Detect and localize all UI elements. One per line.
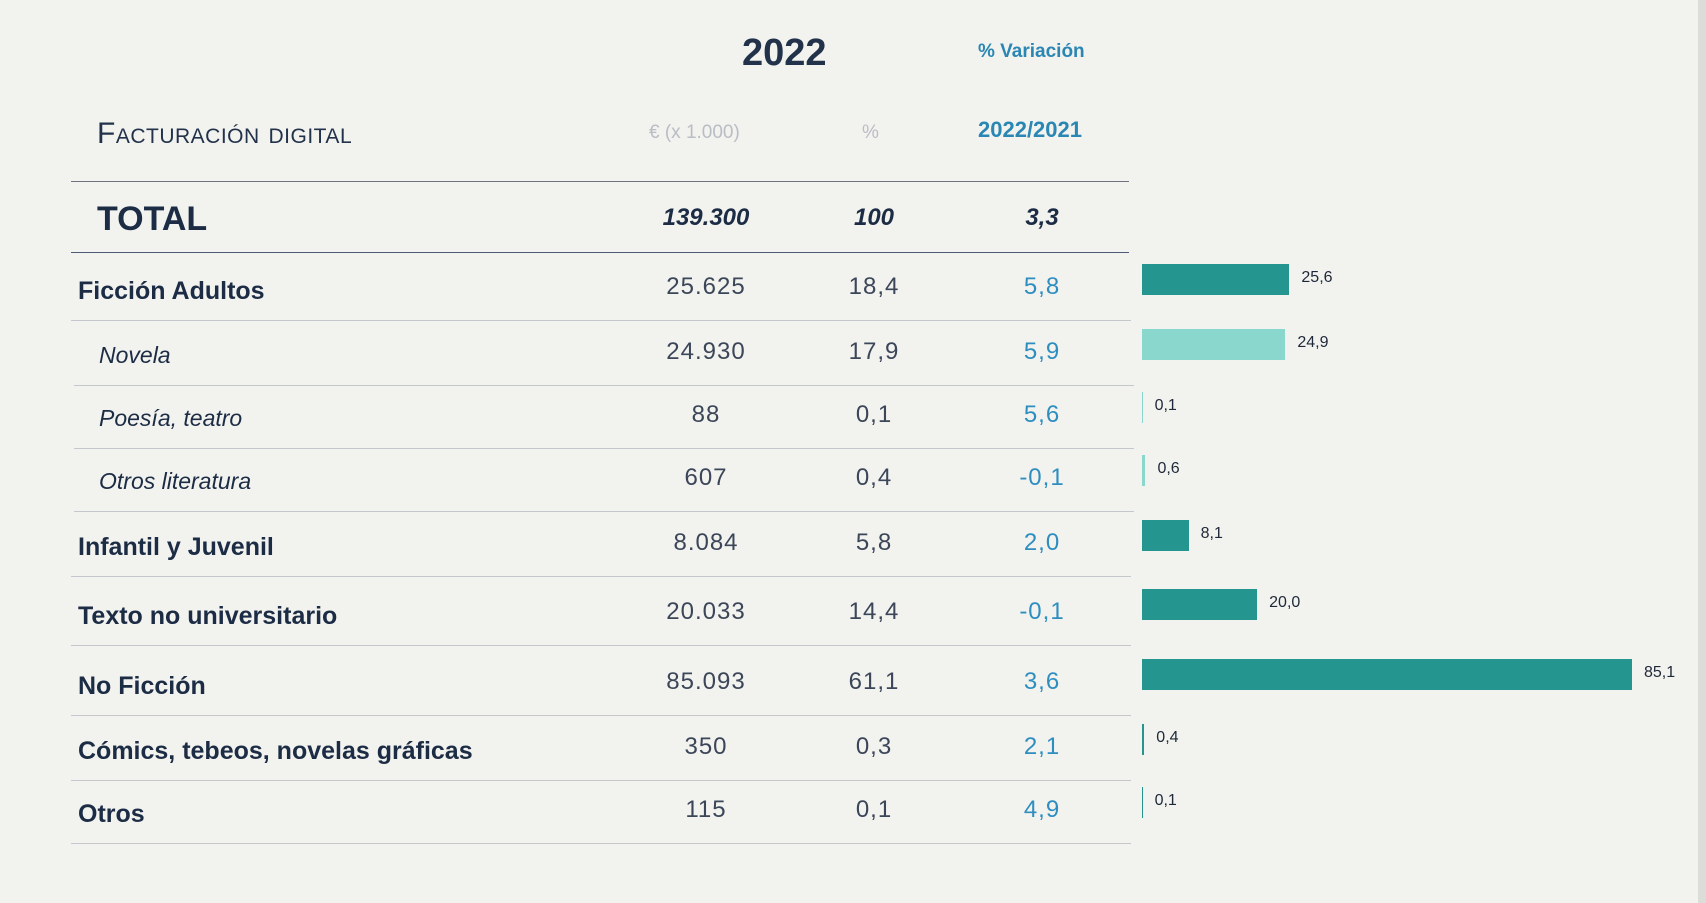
row-var: -0,1: [1019, 464, 1065, 491]
bar-value-label: 8,1: [1200, 525, 1223, 542]
row-var: 5,6: [1023, 401, 1061, 428]
row-label: No Ficción: [78, 672, 206, 700]
row-var: 4,9: [1023, 796, 1061, 823]
row-eur: 85.093: [666, 668, 746, 695]
row-divider: [71, 645, 1131, 646]
row-var: 2,1: [1023, 733, 1061, 760]
row-eur: 607: [684, 464, 728, 491]
row-divider: [71, 715, 1131, 716]
total-eur: 139.300: [662, 204, 750, 231]
total-label: TOTAL: [97, 200, 208, 238]
bar: [1142, 264, 1290, 295]
page-edge: [1698, 0, 1706, 903]
bar-value-label: 0,4: [1156, 729, 1179, 746]
row-divider: [74, 385, 1134, 386]
row-label: Infantil y Juvenil: [78, 533, 274, 561]
row-eur: 115: [685, 796, 727, 823]
row-pct: 14,4: [848, 598, 900, 625]
row-var: -0,1: [1019, 598, 1065, 625]
total-pct: 100: [853, 204, 895, 231]
row-pct: 17,9: [848, 338, 900, 365]
bar-value-label: 25,6: [1301, 269, 1333, 286]
bar: [1142, 520, 1189, 551]
row-divider: [71, 320, 1131, 321]
row-eur: 24.930: [666, 338, 746, 365]
row-label: Otros: [78, 800, 145, 828]
total-var: 3,3: [1025, 204, 1059, 231]
bar: [1142, 329, 1286, 360]
bar: [1142, 589, 1258, 620]
header-rule: [71, 181, 1129, 182]
bar-value-label: 85,1: [1644, 664, 1676, 681]
bar-value-label: 24,9: [1297, 334, 1329, 351]
bar: [1142, 724, 1145, 755]
row-label: Ficción Adultos: [78, 277, 265, 305]
row-divider: [74, 448, 1134, 449]
row-divider: [71, 843, 1131, 844]
bar: [1142, 659, 1632, 690]
section-title: Facturación digital: [97, 117, 353, 150]
row-var: 5,8: [1023, 273, 1061, 300]
row-label: Otros literatura: [99, 468, 252, 494]
bar-value-label: 0,6: [1157, 460, 1180, 477]
row-pct: 0,1: [855, 796, 893, 823]
row-label: Cómics, tebeos, novelas gráficas: [78, 737, 473, 765]
row-eur: 20.033: [666, 598, 746, 625]
row-eur: 25.625: [666, 273, 746, 300]
row-divider: [71, 780, 1131, 781]
row-var: 3,6: [1023, 668, 1061, 695]
row-pct: 61,1: [848, 668, 900, 695]
row-eur: 88: [691, 401, 721, 428]
unit-pct-header: %: [862, 122, 879, 143]
row-pct: 0,4: [855, 464, 893, 491]
bar-value-label: 20,0: [1269, 594, 1301, 611]
row-pct: 18,4: [848, 273, 900, 300]
row-pct: 5,8: [855, 529, 893, 556]
bar-value-label: 0,1: [1154, 397, 1177, 414]
row-var: 2,0: [1023, 529, 1061, 556]
row-label: Poesía, teatro: [99, 405, 243, 431]
bar: [1142, 787, 1143, 818]
row-label: Texto no universitario: [78, 602, 338, 630]
variation-period: 2022/2021: [978, 117, 1082, 142]
row-pct: 0,1: [855, 401, 893, 428]
row-eur: 350: [684, 733, 728, 760]
bar-value-label: 0,1: [1154, 792, 1177, 809]
row-pct: 0,3: [855, 733, 893, 760]
row-var: 5,9: [1023, 338, 1061, 365]
total-rule: [71, 252, 1129, 253]
bar: [1142, 392, 1143, 423]
variation-title: % Variación: [978, 41, 1085, 62]
row-divider: [74, 511, 1134, 512]
year-heading: 2022: [742, 32, 827, 74]
unit-eur-header: € (x 1.000): [649, 122, 740, 143]
row-label: Novela: [99, 342, 171, 368]
row-eur: 8.084: [673, 529, 739, 556]
bar: [1142, 455, 1146, 486]
row-divider: [71, 576, 1131, 577]
